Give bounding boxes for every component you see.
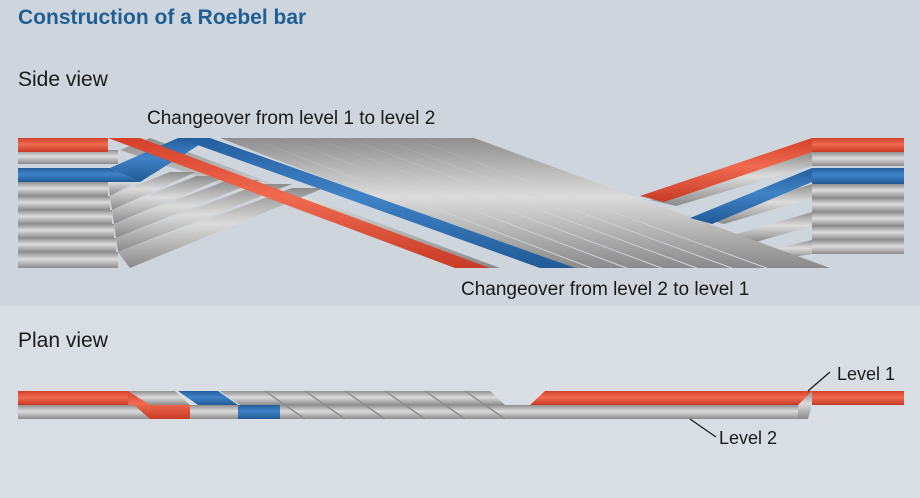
plan-view-label: Plan view <box>18 329 108 352</box>
side-strand-rise-left-4 <box>114 180 260 238</box>
side-strand-right-7 <box>812 226 904 240</box>
side-strand-diag-2 <box>220 138 590 268</box>
plan-view-strands <box>18 371 904 438</box>
side-strand-left-2 <box>18 150 118 164</box>
side-view-strands <box>18 138 904 268</box>
side-strand-diag-9 <box>442 138 830 268</box>
side-strand-left-8 <box>18 238 116 252</box>
side-strand-rise-left-3 <box>112 176 228 224</box>
side-strand-diag-5 <box>314 138 695 268</box>
side-strand-blue-rise <box>110 138 210 182</box>
side-view-label: Side view <box>18 68 108 91</box>
plan-strand-level2 <box>18 405 808 419</box>
level-1-label: Level 1 <box>837 364 896 384</box>
side-strand-diag-8 <box>410 138 800 268</box>
changeover-2-to-1-label: Changeover from level 2 to level 1 <box>461 279 750 300</box>
side-strand-diag-6 <box>346 138 730 268</box>
side-strand-red-diag <box>108 138 490 268</box>
side-strand-blue-left <box>18 168 140 182</box>
changeover-1-to-2-label: Changeover from level 1 to level 2 <box>147 108 436 129</box>
side-strand-diag-7 <box>378 138 765 268</box>
side-strand-diag-4 <box>282 138 660 268</box>
side-strand-rise-3 <box>730 212 812 242</box>
side-strand-right-5 <box>812 198 904 212</box>
plan-strand-upper-gray <box>220 391 505 405</box>
level-2-label: Level 2 <box>719 428 778 448</box>
plan-strand-red-right <box>530 391 904 405</box>
diagram-title: Construction of a Roebel bar <box>18 6 307 29</box>
side-strand-right-2 <box>812 152 904 166</box>
level2-leader-line <box>689 418 717 438</box>
side-strand-right-8 <box>812 240 904 254</box>
plan-strand-step-1 <box>128 391 190 405</box>
side-strand-blue-diag <box>178 138 575 268</box>
plan-strand-level2-end <box>798 391 812 419</box>
side-strand-left-5 <box>18 196 110 210</box>
side-strand-right-4 <box>812 184 904 198</box>
plan-strand-blue-bar <box>238 405 280 419</box>
side-strand-left-4 <box>18 182 108 196</box>
side-strand-left-6 <box>18 210 112 224</box>
side-strand-right-6 <box>812 212 904 226</box>
side-strand-red-rise-right <box>640 138 812 202</box>
plan-strand-blue-upper <box>178 391 238 405</box>
side-strand-rise-left-6 <box>118 188 324 268</box>
plan-strand-red-left <box>18 391 128 405</box>
side-strand-rise-left-5 <box>116 184 292 252</box>
side-strand-blue-rise-right <box>690 168 812 224</box>
side-strand-rise-left-2 <box>110 172 196 210</box>
side-strand-left-7 <box>18 224 114 238</box>
side-strand-blue-right <box>812 168 904 184</box>
side-strand-red-right <box>812 138 904 152</box>
side-strand-diag-3 <box>250 138 625 268</box>
side-strand-red-left <box>18 138 108 152</box>
side-strand-left-9 <box>18 252 118 268</box>
plan-step-marks <box>264 390 506 420</box>
level1-leader-line <box>807 371 831 392</box>
